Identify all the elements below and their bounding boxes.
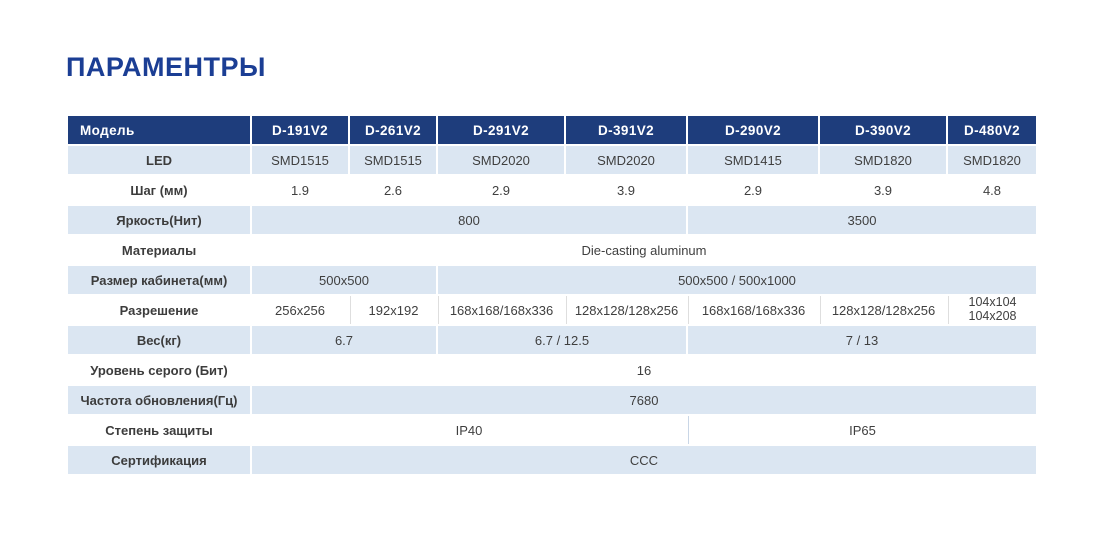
spec-value-cell: 2.9: [688, 176, 818, 204]
row-label: Степень защиты: [68, 416, 250, 444]
spec-value-cell: 168x168/168x336: [438, 296, 564, 324]
spec-value-cell: 256x256: [252, 296, 348, 324]
row-label: Размер кабинета(мм): [68, 266, 250, 294]
spec-value-cell: SMD2020: [438, 146, 564, 174]
spec-value-cell: 500x500: [252, 266, 436, 294]
table-row-brightness: Яркость(Нит) 800 3500: [68, 206, 1036, 234]
row-label: Разрешение: [68, 296, 250, 324]
spec-value-cell: 2.6: [350, 176, 436, 204]
table-row-refresh-rate: Частота обновления(Гц) 7680: [68, 386, 1036, 414]
spec-value-cell: 1.9: [252, 176, 348, 204]
spec-value-cell: 6.7: [252, 326, 436, 354]
model-header-d390v2: D-390V2: [820, 116, 946, 144]
table-row-resolution: Разрешение 256x256 192x192 168x168/168x3…: [68, 296, 1036, 324]
row-label: LED: [68, 146, 250, 174]
spec-value-cell: 3.9: [820, 176, 946, 204]
table-row-led: LED SMD1515 SMD1515 SMD2020 SMD2020 SMD1…: [68, 146, 1036, 174]
row-label: Частота обновления(Гц): [68, 386, 250, 414]
spec-value-cell: 104x104 104x208: [948, 296, 1036, 324]
model-header-d291v2: D-291V2: [438, 116, 564, 144]
spec-value-cell: 7680: [252, 386, 1036, 414]
table-row-weight: Вес(кг) 6.7 6.7 / 12.5 7 / 13: [68, 326, 1036, 354]
spec-value-cell: 3500: [688, 206, 1036, 234]
spec-value-cell: 2.9: [438, 176, 564, 204]
spec-value-cell: SMD1820: [820, 146, 946, 174]
spec-value-cell: 500x500 / 500x1000: [438, 266, 1036, 294]
spec-table: Модель D-191V2 D-261V2 D-291V2 D-391V2 D…: [66, 114, 1038, 476]
spec-value-cell: 3.9: [566, 176, 686, 204]
spec-value-cell: 4.8: [948, 176, 1036, 204]
spec-value-cell: 7 / 13: [688, 326, 1036, 354]
model-column-label: Модель: [68, 116, 250, 144]
spec-value-cell: IP65: [688, 416, 1036, 444]
table-row-pitch: Шаг (мм) 1.9 2.6 2.9 3.9 2.9 3.9 4.8: [68, 176, 1036, 204]
row-label: Шаг (мм): [68, 176, 250, 204]
model-header-d480v2: D-480V2: [948, 116, 1036, 144]
spec-value-cell: CCC: [252, 446, 1036, 474]
model-header-d391v2: D-391V2: [566, 116, 686, 144]
model-header-d191v2: D-191V2: [252, 116, 348, 144]
table-row-gray-level: Уровень серого (Бит) 16: [68, 356, 1036, 384]
spec-value-cell: Die-casting aluminum: [252, 236, 1036, 264]
table-row-certification: Сертификация CCC: [68, 446, 1036, 474]
spec-value-cell: 800: [252, 206, 686, 234]
page-title: ПАРАМЕНТРЫ: [66, 52, 266, 82]
spec-value-cell: 6.7 / 12.5: [438, 326, 686, 354]
spec-value-cell: 128x128/128x256: [820, 296, 946, 324]
row-label: Сертификация: [68, 446, 250, 474]
spec-value-cell: 168x168/168x336: [688, 296, 818, 324]
table-header-row: Модель D-191V2 D-261V2 D-291V2 D-391V2 D…: [68, 116, 1036, 144]
row-label: Уровень серого (Бит): [68, 356, 250, 384]
spec-value-cell: 192x192: [350, 296, 436, 324]
row-label: Материалы: [68, 236, 250, 264]
table-row-materials: Материалы Die-casting aluminum: [68, 236, 1036, 264]
spec-value-cell: SMD1415: [688, 146, 818, 174]
spec-value-cell: SMD1820: [948, 146, 1036, 174]
spec-value-cell: SMD1515: [350, 146, 436, 174]
row-label: Яркость(Нит): [68, 206, 250, 234]
row-label: Вес(кг): [68, 326, 250, 354]
spec-value-cell: 16: [252, 356, 1036, 384]
spec-value-cell: SMD1515: [252, 146, 348, 174]
spec-value-cell: SMD2020: [566, 146, 686, 174]
table-row-cabinet-size: Размер кабинета(мм) 500x500 500x500 / 50…: [68, 266, 1036, 294]
table-row-protection: Степень защиты IP40 IP65: [68, 416, 1036, 444]
model-header-d290v2: D-290V2: [688, 116, 818, 144]
spec-value-cell: IP40: [252, 416, 686, 444]
model-header-d261v2: D-261V2: [350, 116, 436, 144]
spec-value-cell: 128x128/128x256: [566, 296, 686, 324]
